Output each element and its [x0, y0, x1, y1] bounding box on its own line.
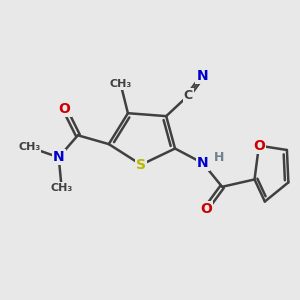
- Text: C: C: [184, 89, 193, 102]
- Text: N: N: [53, 150, 64, 164]
- Text: O: O: [253, 139, 265, 153]
- Text: H: H: [214, 152, 225, 164]
- Text: N: N: [196, 69, 208, 83]
- Text: CH₃: CH₃: [18, 142, 40, 152]
- Text: S: S: [136, 158, 146, 172]
- Text: CH₃: CH₃: [50, 183, 73, 193]
- Text: O: O: [59, 102, 70, 116]
- Text: CH₃: CH₃: [110, 79, 132, 89]
- Text: N: N: [197, 156, 209, 170]
- Text: O: O: [200, 202, 212, 216]
